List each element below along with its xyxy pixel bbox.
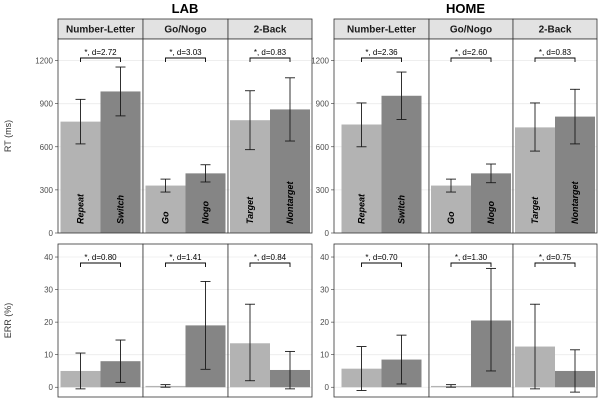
rt-home-number-letter-strip-label: Number-Letter xyxy=(347,25,416,36)
rt-home-y-tick: 0 xyxy=(325,229,330,238)
rt-lab-2-back-annotation: *, d=0.83 xyxy=(254,48,287,57)
rt-lab-2-back-frame xyxy=(227,38,313,234)
err-home-y-tick: 0 xyxy=(325,383,330,392)
rt-home-y-tick: 900 xyxy=(316,100,330,109)
rt-lab-y-tick: 1200 xyxy=(35,57,53,66)
err-home-y-tick: 40 xyxy=(320,253,329,262)
rt-home-2-back-frame xyxy=(512,38,598,234)
rt-lab-number-letter-annotation: *, d=2.72 xyxy=(84,48,117,57)
err-lab-2-back-significance-bracket xyxy=(249,262,291,267)
err-lab-y-tick: 0 xyxy=(49,383,54,392)
rt-lab-go-nogo-annotation: *, d=3.03 xyxy=(169,48,202,57)
err-lab-go-nogo-annotation: *, d=1.41 xyxy=(169,253,202,262)
err-y-axis-label: ERR (%) xyxy=(3,303,13,339)
err-lab-y-tick: 30 xyxy=(44,286,53,295)
err-lab-number-letter-annotation: *, d=0.80 xyxy=(84,253,117,262)
rt-home-y-tick: 600 xyxy=(316,143,330,152)
rt-home-2-back-significance-bracket xyxy=(534,57,576,62)
err-lab-go-nogo-significance-bracket xyxy=(165,262,206,267)
rt-lab-number-letter-strip-label: Number-Letter xyxy=(66,25,135,36)
rt-home-2-back-annotation: *, d=0.83 xyxy=(539,48,572,57)
rt-home-y-tick: 1200 xyxy=(311,57,329,66)
rt-home-2-back-bar-label-target: Target xyxy=(530,196,540,224)
rt-lab-number-letter-bar-label-repeat: Repeat xyxy=(76,193,86,224)
rt-lab-y-tick: 600 xyxy=(40,143,54,152)
rt-lab-2-back-bar-label-target: Target xyxy=(245,196,255,224)
rt-home-number-letter-bar-label-repeat: Repeat xyxy=(357,193,367,224)
err-home-2-back-annotation: *, d=0.75 xyxy=(539,253,572,262)
rt-home-y-tick: 300 xyxy=(316,186,330,195)
group-title-lab: LAB xyxy=(172,1,199,16)
rt-lab-2-back-significance-bracket xyxy=(249,57,291,62)
rt-lab-go-nogo-bar-label-nogo: Nogo xyxy=(201,201,211,224)
rt-lab-y-tick: 900 xyxy=(40,100,54,109)
rt-lab-2-back-strip-label: 2-Back xyxy=(254,25,287,36)
err-lab-2-back-frame xyxy=(227,243,313,398)
err-home-y-tick: 30 xyxy=(320,286,329,295)
err-home-go-nogo-annotation: *, d=1.30 xyxy=(455,253,488,262)
rt-lab-go-nogo-bar-label-go: Go xyxy=(161,211,171,224)
err-home-number-letter-significance-bracket xyxy=(361,262,402,267)
rt-lab-y-tick: 300 xyxy=(40,186,54,195)
err-home-y-tick: 10 xyxy=(320,351,329,360)
rt-lab-number-letter-significance-bracket xyxy=(80,57,121,62)
err-lab-y-tick: 40 xyxy=(44,253,53,262)
group-title-home: HOME xyxy=(446,1,485,16)
rt-home-go-nogo-bar-label-nogo: Nogo xyxy=(486,201,496,224)
err-lab-y-tick: 10 xyxy=(44,351,53,360)
err-home-2-back-frame xyxy=(512,243,598,398)
err-lab-2-back-annotation: *, d=0.84 xyxy=(254,253,287,262)
rt-lab-go-nogo-bar-go xyxy=(145,185,186,233)
err-home-number-letter-annotation: *, d=0.70 xyxy=(365,253,398,262)
rt-home-go-nogo-bar-go xyxy=(431,185,471,233)
rt-home-go-nogo-annotation: *, d=2.60 xyxy=(455,48,488,57)
rt-y-axis-label: RT (ms) xyxy=(3,120,13,152)
err-home-go-nogo-significance-bracket xyxy=(450,262,492,267)
rt-home-number-letter-annotation: *, d=2.36 xyxy=(365,48,398,57)
rt-lab-go-nogo-significance-bracket xyxy=(165,57,206,62)
err-lab-y-tick: 20 xyxy=(44,318,53,327)
rt-home-go-nogo-bar-nogo xyxy=(471,173,511,233)
rt-home-2-back-bar-label-nontarget: Nontarget xyxy=(570,180,580,224)
rt-home-go-nogo-bar-label-go: Go xyxy=(446,211,456,224)
err-lab-number-letter-significance-bracket xyxy=(80,262,121,267)
err-home-2-back-significance-bracket xyxy=(534,262,576,267)
err-home-y-tick: 20 xyxy=(320,318,329,327)
rt-lab-y-tick: 0 xyxy=(49,229,54,238)
rt-lab-go-nogo-bar-nogo xyxy=(185,173,226,233)
rt-lab-go-nogo-strip-label: Go/Nogo xyxy=(164,25,206,36)
rt-home-2-back-strip-label: 2-Back xyxy=(539,25,572,36)
rt-home-number-letter-significance-bracket xyxy=(361,57,402,62)
rt-lab-number-letter-bar-label-switch: Switch xyxy=(116,194,126,224)
rt-home-go-nogo-significance-bracket xyxy=(450,57,492,62)
rt-home-number-letter-bar-label-switch: Switch xyxy=(397,194,407,224)
rt-home-go-nogo-strip-label: Go/Nogo xyxy=(450,25,492,36)
rt-lab-2-back-bar-label-nontarget: Nontarget xyxy=(285,180,295,224)
